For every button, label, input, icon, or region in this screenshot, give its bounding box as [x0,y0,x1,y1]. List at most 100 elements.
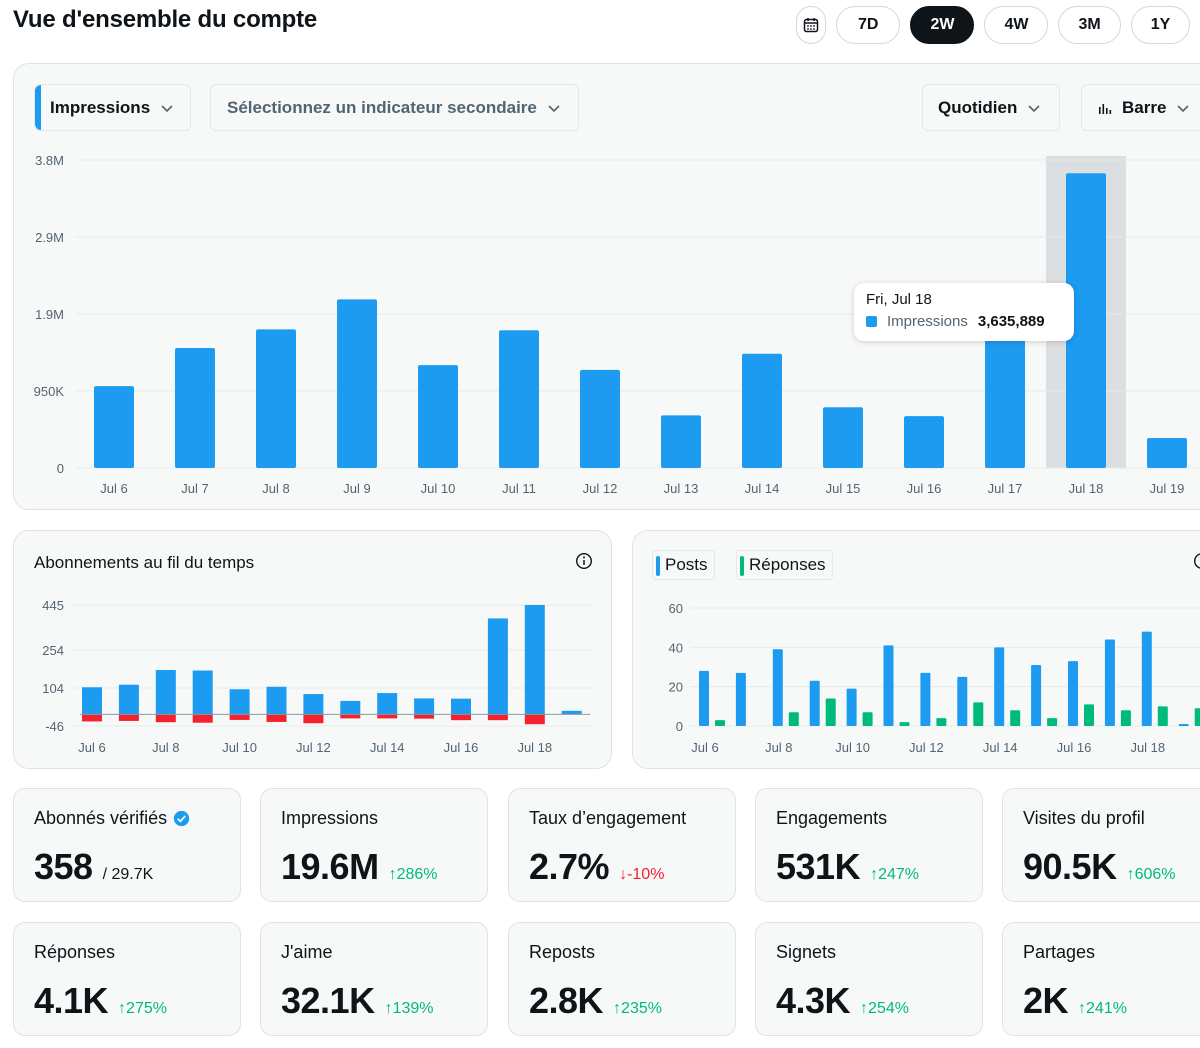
posts-bar[interactable] [1068,661,1078,726]
posts-bar[interactable] [735,672,746,726]
posts-bar[interactable] [1141,631,1152,726]
period-dropdown[interactable]: Quotidien [922,84,1060,131]
range-4w-button[interactable]: 4W [984,6,1049,44]
range-3m-button[interactable]: 3M [1058,6,1121,44]
stat-delta-value: -10% [627,866,665,883]
replies-bar[interactable] [936,718,947,726]
lost-followers-bar[interactable] [340,714,361,719]
stat-delta: ↑235% [613,1000,662,1017]
impressions-bar[interactable] [823,407,863,468]
stat-card[interactable]: Impressions 19.6M ↑286% [260,788,488,902]
stat-card[interactable]: Abonnés vérifiés 358 / 29.7K [13,788,241,902]
stat-card[interactable]: Taux d’engagement 2.7% ↓-10% [508,788,736,902]
new-followers-bar[interactable] [524,605,545,715]
new-followers-bar[interactable] [561,710,582,715]
replies-bar[interactable] [825,698,836,726]
new-followers-bar[interactable] [487,618,508,715]
stat-card[interactable]: Visites du profil 90.5K ↑606% [1002,788,1200,902]
posts-bar[interactable] [846,688,857,726]
lost-followers-bar[interactable] [229,714,250,720]
calendar-button[interactable] [796,6,826,44]
lost-followers-bar[interactable] [487,714,508,721]
lost-followers-bar[interactable] [451,714,471,721]
stat-card[interactable]: Signets 4.3K ↑254% [755,922,983,1036]
range-7d-button[interactable]: 7D [836,6,901,44]
lost-followers-bar[interactable] [155,714,176,723]
lost-followers-bar[interactable] [118,714,139,721]
new-followers-bar[interactable] [377,693,398,715]
y-tick-label: 1.9M [35,307,64,322]
range-2w-button[interactable]: 2W [910,6,975,44]
replies-bar[interactable] [788,712,799,726]
posts-bar[interactable] [699,670,709,726]
posts-bar[interactable] [1104,639,1115,726]
x-tick-label: Jul 16 [1057,740,1092,755]
impressions-bar[interactable] [1066,173,1106,468]
new-followers-bar[interactable] [229,689,250,715]
replies-bar[interactable] [1084,704,1094,726]
posts-bar[interactable] [883,645,894,726]
replies-bar[interactable] [899,722,910,726]
new-followers-bar[interactable] [451,698,471,715]
replies-bar[interactable] [1120,710,1131,726]
new-followers-bar[interactable] [155,670,176,715]
impressions-bar[interactable] [580,369,620,468]
lost-followers-bar[interactable] [82,714,102,722]
posts-bar[interactable] [1178,724,1189,726]
secondary-metric-dropdown[interactable]: Sélectionnez un indicateur secondaire [210,84,579,131]
impressions-bar[interactable] [1147,438,1187,468]
stat-card[interactable]: Engagements 531K ↑247% [755,788,983,902]
impressions-bar[interactable] [418,365,458,468]
posts-bar[interactable] [772,649,783,726]
replies-bar[interactable] [1047,718,1058,726]
replies-bar[interactable] [1010,710,1021,726]
stat-label-wrap: Taux d’engagement [529,808,686,829]
new-followers-bar[interactable] [266,686,287,715]
new-followers-bar[interactable] [340,700,361,715]
legend-posts[interactable]: Posts [652,550,715,580]
replies-bar[interactable] [1157,706,1168,726]
info-icon[interactable] [1193,552,1200,570]
lost-followers-bar[interactable] [192,714,213,723]
info-icon[interactable] [575,552,593,570]
impressions-bar[interactable] [337,299,377,468]
new-followers-bar[interactable] [414,698,435,715]
replies-bar[interactable] [862,712,873,726]
stat-delta-value: 286% [396,866,438,883]
range-1y-button[interactable]: 1Y [1130,6,1191,44]
lost-followers-bar[interactable] [414,714,435,719]
impressions-bar[interactable] [661,415,701,468]
lost-followers-bar[interactable] [266,714,287,722]
lost-followers-bar[interactable] [377,714,398,719]
stat-card[interactable]: Réponses 4.1K ↑275% [13,922,241,1036]
new-followers-bar[interactable] [192,670,213,715]
impressions-bar[interactable] [94,386,134,468]
legend-replies[interactable]: Réponses [736,550,833,580]
new-followers-bar[interactable] [82,687,102,715]
posts-bar[interactable] [1031,665,1042,726]
posts-bar[interactable] [809,680,820,726]
impressions-bar[interactable] [904,416,944,468]
stat-card[interactable]: J'aime 32.1K ↑139% [260,922,488,1036]
impressions-bar[interactable] [256,329,296,468]
posts-bar[interactable] [994,647,1005,726]
lost-followers-bar[interactable] [303,714,324,724]
stat-card[interactable]: Partages 2K ↑241% [1002,922,1200,1036]
posts-bar[interactable] [957,676,968,726]
stat-card[interactable]: Reposts 2.8K ↑235% [508,922,736,1036]
primary-metric-dropdown[interactable]: Impressions [34,84,191,131]
stat-label-wrap: Reposts [529,942,595,963]
posts-bar[interactable] [920,672,931,726]
new-followers-bar[interactable] [303,694,324,715]
new-followers-bar[interactable] [118,684,139,715]
replies-bar[interactable] [715,720,725,726]
impressions-bar[interactable] [985,307,1025,468]
impressions-bar[interactable] [742,353,782,468]
replies-bar[interactable] [1194,708,1200,726]
replies-bar[interactable] [973,702,984,726]
stat-delta: ↑286% [389,866,438,883]
impressions-bar[interactable] [499,330,539,468]
chart-type-dropdown[interactable]: Barre [1081,84,1200,131]
impressions-bar[interactable] [175,348,215,468]
lost-followers-bar[interactable] [524,714,545,725]
